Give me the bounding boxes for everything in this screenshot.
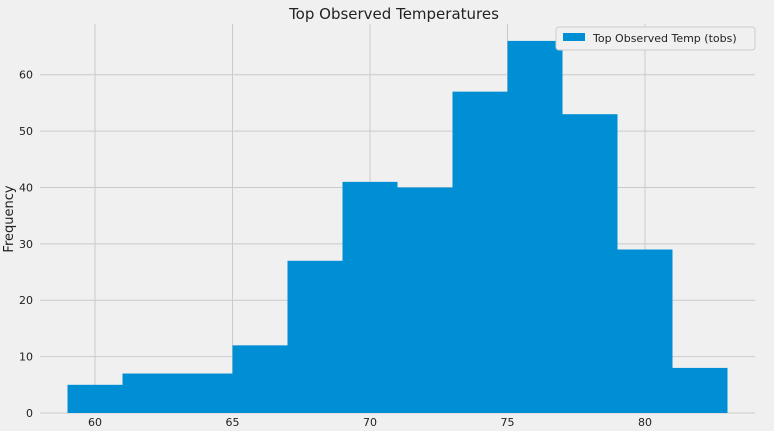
y-tick-label: 60 — [19, 69, 33, 82]
histogram-bar — [342, 181, 398, 413]
legend: Top Observed Temp (tobs) — [555, 26, 756, 51]
x-tick-labels: 60 65 70 75 80 — [88, 416, 652, 429]
y-tick-label: 10 — [19, 351, 33, 364]
x-tick-label: 70 — [363, 416, 377, 429]
y-tick-labels: 0 10 20 30 40 50 60 — [19, 69, 33, 420]
histogram-bar — [177, 373, 233, 413]
chart-title: Top Observed Temperatures — [288, 5, 499, 23]
legend-label: Top Observed Temp (tobs) — [592, 32, 737, 45]
y-tick-label: 50 — [19, 125, 33, 138]
y-tick-label: 40 — [19, 181, 33, 194]
y-tick-label: 0 — [26, 407, 33, 420]
histogram-bar — [287, 260, 343, 413]
y-axis-title: Frequency — [2, 185, 17, 252]
histogram-bar — [397, 187, 453, 413]
histogram-bar — [122, 373, 178, 413]
legend-swatch — [563, 33, 585, 41]
histogram-bars — [67, 40, 728, 414]
x-tick-label: 60 — [88, 416, 102, 429]
x-tick-label: 65 — [226, 416, 240, 429]
histogram-bar — [507, 40, 563, 413]
x-tick-label: 80 — [638, 416, 652, 429]
y-tick-label: 30 — [19, 238, 33, 251]
y-tick-label: 20 — [19, 294, 33, 307]
histogram-bar — [452, 91, 508, 414]
histogram-bar — [617, 249, 673, 413]
histogram-bar — [67, 384, 123, 413]
histogram-bar — [672, 367, 728, 413]
histogram-bar — [232, 345, 288, 413]
legend-box — [555, 26, 756, 51]
x-tick-label: 75 — [501, 416, 515, 429]
histogram-bar — [562, 114, 618, 414]
